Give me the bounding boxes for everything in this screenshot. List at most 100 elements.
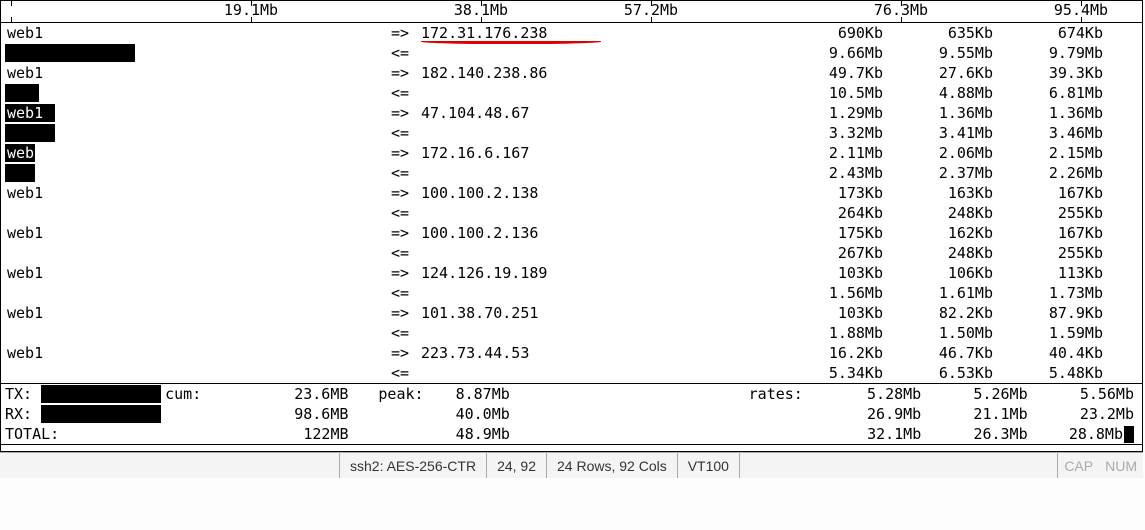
host-label: web1: [7, 64, 43, 82]
destination-cell: 124.126.19.189: [421, 263, 781, 283]
rate-value-1: 267Kb: [781, 243, 891, 263]
rates-label: [571, 424, 822, 444]
rate-value-2: 635Kb: [891, 23, 1001, 43]
rate-value-2: 2.37Mb: [891, 163, 1001, 183]
rate-value-2: 46.7Kb: [891, 343, 1001, 363]
host-cell: [1, 283, 391, 303]
traffic-row: web1=>182.140.238.8649.7Kb27.6Kb39.3Kb: [1, 63, 1142, 83]
arrow-in-icon: <=: [391, 83, 421, 103]
scale-tick-label: 95.4Mb: [1054, 1, 1108, 19]
destination-cell: [421, 123, 781, 143]
traffic-row: <=264Kb248Kb255Kb: [1, 203, 1142, 223]
rate-value-1: 1.56Mb: [781, 283, 891, 303]
host-cell: [1, 323, 391, 343]
scale-tick-label: 38.1Mb: [454, 1, 508, 19]
rate-value-3: 9.79Mb: [1001, 43, 1111, 63]
arrow-out-icon: =>: [391, 63, 421, 83]
traffic-row: <=10.5Mb4.88Mb6.81Mb: [1, 83, 1142, 103]
rate-40s-cell: 28.8Mb: [1036, 424, 1142, 444]
destination-ip: 100.100.2.138: [421, 184, 538, 202]
host-label: web1: [7, 24, 43, 42]
destination-cell: 223.73.44.53: [421, 343, 781, 363]
arrow-in-icon: <=: [391, 323, 421, 343]
host-label: web1: [7, 344, 43, 362]
rate-10s: 21.1Mb: [929, 404, 1035, 424]
scale-tick-label: 57.2Mb: [624, 1, 678, 19]
destination-cell: [421, 243, 781, 263]
destination-cell: [421, 363, 781, 383]
host-cell: web1: [1, 143, 391, 163]
traffic-row: web1=>101.38.70.251103Kb82.2Kb87.9Kb: [1, 303, 1142, 323]
traffic-row: web1=>172.16.6.1672.11Mb2.06Mb2.15Mb: [1, 143, 1142, 163]
traffic-row: web1=>100.100.2.138173Kb163Kb167Kb: [1, 183, 1142, 203]
rate-value-3: 1.36Mb: [1001, 103, 1111, 123]
rate-value-1: 5.34Kb: [781, 363, 891, 383]
arrow-out-icon: =>: [391, 223, 421, 243]
summary-label: TOTAL:: [1, 424, 59, 444]
peak-value: 8.87Mb: [456, 384, 572, 404]
destination-cell: [421, 43, 781, 63]
rate-value-1: 16.2Kb: [781, 343, 891, 363]
rate-value-3: 167Kb: [1001, 183, 1111, 203]
arrow-out-icon: =>: [391, 103, 421, 123]
rate-value-3: 674Kb: [1001, 23, 1111, 43]
status-caps-indicator: CAP: [1058, 453, 1099, 478]
destination-ip: 223.73.44.53: [421, 344, 529, 362]
rate-value-1: 103Kb: [781, 263, 891, 283]
rate-value-2: 2.06Mb: [891, 143, 1001, 163]
rate-value-1: 690Kb: [781, 23, 891, 43]
redacted-bar: [5, 124, 55, 142]
destination-cell: 172.31.176.238: [421, 23, 781, 43]
destination-cell: [421, 323, 781, 343]
rate-value-3: 113Kb: [1001, 263, 1111, 283]
host-cell: web1: [1, 183, 391, 203]
rate-value-1: 1.29Mb: [781, 103, 891, 123]
redacted-bar: [41, 385, 161, 403]
rate-value-2: 163Kb: [891, 183, 1001, 203]
redacted-bar: [41, 405, 161, 423]
traffic-row: web1=>172.31.176.238690Kb635Kb674Kb: [1, 23, 1142, 43]
rate-value-2: 1.61Mb: [891, 283, 1001, 303]
traffic-row: <=1.56Mb1.61Mb1.73Mb: [1, 283, 1142, 303]
rate-10s: 26.3Mb: [929, 424, 1035, 444]
status-connection: ssh2: AES-256-CTR: [340, 453, 487, 478]
host-cell: [1, 43, 391, 63]
rate-40s-cell: 5.56Mb: [1036, 384, 1142, 404]
rate-value-2: 248Kb: [891, 203, 1001, 223]
rate-2s: 26.9Mb: [823, 404, 929, 424]
cum-value: 98.6MB: [262, 404, 379, 424]
status-dimensions: 24 Rows, 92 Cols: [547, 453, 678, 478]
rate-value-1: 2.11Mb: [781, 143, 891, 163]
cum-label: [165, 404, 261, 424]
status-num-indicator: NUM: [1099, 453, 1143, 478]
host-cell: [1, 363, 391, 383]
rate-value-3: 39.3Kb: [1001, 63, 1111, 83]
host-label: web1: [7, 264, 43, 282]
status-bar: ssh2: AES-256-CTR 24, 92 24 Rows, 92 Col…: [0, 452, 1143, 478]
summary-label-text: TOTAL:: [5, 425, 59, 443]
rate-40s: 5.56Mb: [1080, 385, 1134, 403]
host-label: web1: [7, 184, 43, 202]
rate-value-1: 175Kb: [781, 223, 891, 243]
destination-cell: 172.16.6.167: [421, 143, 781, 163]
destination-ip: 124.126.19.189: [421, 264, 547, 282]
scale-tick-label: 19.1Mb: [224, 1, 278, 19]
summary-row-tx: TX:cum:23.6MBpeak:8.87Mbrates:5.28Mb5.26…: [1, 384, 1142, 404]
scale-tick-label: 76.3Mb: [874, 1, 928, 19]
rate-value-3: 6.81Mb: [1001, 83, 1111, 103]
host-cell: [1, 83, 391, 103]
arrow-out-icon: =>: [391, 263, 421, 283]
rate-value-2: 27.6Kb: [891, 63, 1001, 83]
summary-label-text: TX:: [5, 385, 32, 403]
arrow-in-icon: <=: [391, 123, 421, 143]
rate-value-1: 10.5Mb: [781, 83, 891, 103]
rates-label: rates:: [571, 384, 823, 404]
rate-value-2: 1.50Mb: [891, 323, 1001, 343]
summary-label: TX:: [1, 384, 59, 404]
host-cell: web1: [1, 263, 391, 283]
iftop-terminal: 19.1Mb 38.1Mb 57.2Mb 76.3Mb 95.4Mb web1=…: [0, 0, 1143, 452]
rate-value-2: 106Kb: [891, 263, 1001, 283]
status-cursor-pos: 24, 92: [487, 453, 547, 478]
arrow-in-icon: <=: [391, 43, 421, 63]
redacted-bar: [5, 44, 135, 62]
